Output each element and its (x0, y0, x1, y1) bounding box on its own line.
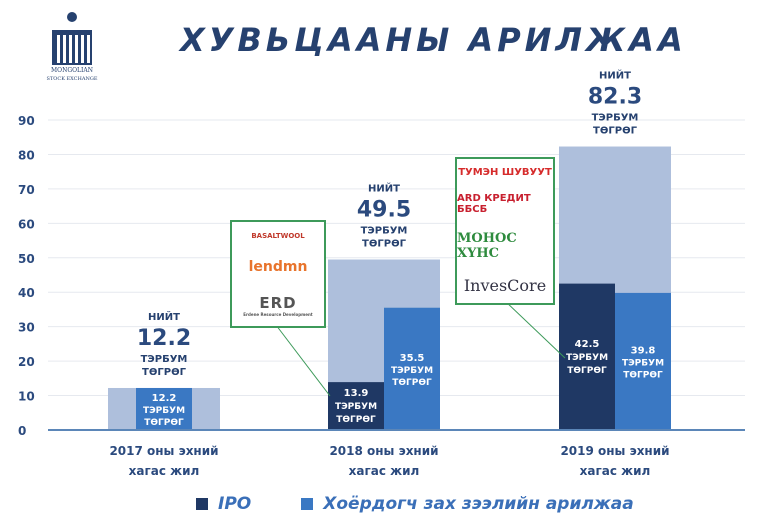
bar-ipo (328, 382, 384, 430)
logo-text-2: STOCK EXCHANGE (46, 76, 98, 82)
x-category-label: 2018 оны эхний (329, 444, 438, 458)
legend-label-secondary: Хоёрдогч зах зээлийн арилжаа (323, 494, 634, 514)
mse-logo: MONGOLIAN STOCK EXCHANGE (40, 12, 104, 82)
bar-secondary (384, 307, 440, 430)
value-unit-label: ТӨГРӨГ (392, 378, 432, 388)
value-label-secondary: 35.5 (400, 353, 425, 364)
total-unit-label: ТЭРБУМ (361, 226, 408, 237)
logo-basaltwool: BASALTWOOL (251, 231, 305, 240)
y-tick-label: 0 (18, 424, 26, 438)
legend-label-ipo: IPO (218, 494, 252, 514)
value-unit-label: ТӨГРӨГ (144, 418, 184, 428)
logo-tumen-shuvuut: ТУМЭН ШУВУУТ (458, 166, 552, 178)
page-title: ХУВЬЦААНЫ АРИЛЖАА (180, 21, 687, 59)
callout-connector (504, 300, 566, 359)
y-tick-label: 80 (18, 148, 35, 162)
total-unit-label: ТӨГРӨГ (362, 239, 407, 250)
callout-connector (275, 324, 331, 397)
y-tick-label: 30 (18, 321, 35, 335)
bar-secondary (136, 387, 192, 430)
bar-ipo (559, 283, 615, 430)
value-unit-label: ТЭРБУМ (566, 353, 608, 363)
total-value-label: 12.2 (137, 326, 191, 351)
x-category-label: 2017 оны эхний (109, 444, 218, 458)
legend-swatch-ipo (196, 498, 208, 510)
logo-erd: ERD Erdene Resource Development (243, 293, 313, 317)
value-unit-label: ТЭРБУМ (335, 402, 377, 412)
logo-text-1: MONGOLIAN (51, 67, 93, 74)
total-prefix-label: НИЙТ (599, 69, 631, 82)
logo-lendmn: lendmn (248, 258, 308, 275)
value-unit-label: ТӨГРӨГ (567, 366, 607, 376)
value-unit-label: ТӨГРӨГ (336, 415, 376, 425)
bar-secondary (615, 292, 671, 430)
value-unit-label: ТЭРБУМ (622, 358, 664, 368)
legend-swatch-secondary (301, 498, 314, 510)
total-prefix-label: НИЙТ (148, 310, 180, 323)
y-tick-label: 20 (18, 355, 35, 369)
x-category-label: хагас жил (349, 464, 420, 478)
total-unit-label: ТЭРБУМ (592, 113, 639, 124)
building-icon (52, 30, 92, 65)
value-label-ipo: 42.5 (575, 339, 600, 350)
y-tick-label: 90 (18, 114, 35, 128)
x-category-label: 2019 оны эхний (560, 444, 669, 458)
value-unit-label: ТЭРБУМ (391, 366, 433, 376)
total-value-label: 82.3 (588, 85, 642, 110)
value-label-ipo: 13.9 (344, 388, 369, 399)
callout-2019-ipo: ТУМЭН ШУВУУТ ARD КРЕДИТ ББСБ МОНОС ХҮНС … (455, 157, 555, 305)
y-tick-label: 60 (18, 217, 35, 231)
y-tick-label: 40 (18, 286, 35, 300)
y-tick-label: 50 (18, 252, 35, 266)
callout-2018-ipo: BASALTWOOL lendmn ERD Erdene Resource De… (230, 220, 326, 328)
logo-ard-credit: ARD КРЕДИТ ББСБ (457, 193, 531, 216)
y-tick-label: 10 (18, 390, 35, 404)
value-unit-label: ТӨГРӨГ (623, 370, 663, 380)
total-prefix-label: НИЙТ (368, 182, 400, 195)
logo-monos: МОНОС ХҮНС (457, 230, 517, 261)
total-unit-label: ТӨГРӨГ (593, 126, 638, 137)
y-tick-label: 70 (18, 183, 35, 197)
total-unit-label: ТЭРБУМ (141, 354, 188, 365)
value-unit-label: ТЭРБУМ (143, 406, 185, 416)
x-category-label: хагас жил (129, 464, 200, 478)
total-value-label: 49.5 (357, 198, 411, 223)
value-label-secondary: 12.2 (152, 393, 177, 404)
soyombo-icon (67, 12, 77, 22)
x-category-label: хагас жил (580, 464, 651, 478)
value-label-secondary: 39.8 (631, 345, 656, 356)
legend: IPO Хоёрдогч зах зээлийн арилжаа (196, 494, 634, 514)
logo-invescore: InvesCore (463, 276, 547, 296)
total-unit-label: ТӨГРӨГ (142, 367, 187, 378)
